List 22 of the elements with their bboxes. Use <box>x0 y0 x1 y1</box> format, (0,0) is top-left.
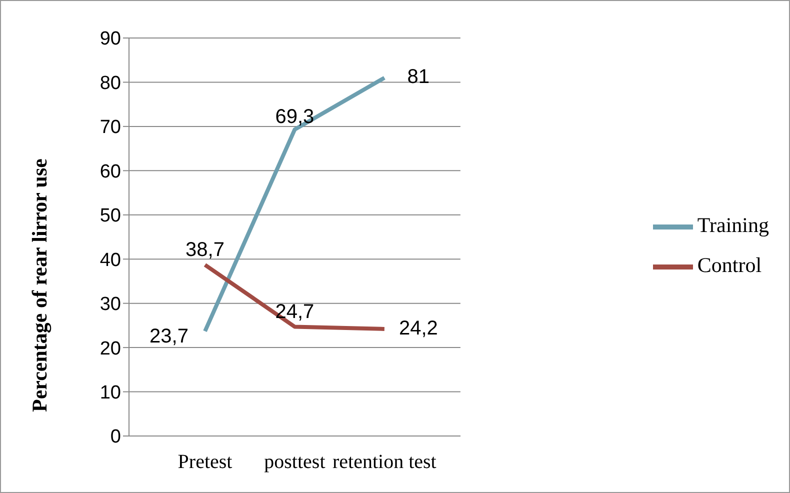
y-tick-label: 0 <box>110 426 121 448</box>
x-tick-label: retention test <box>332 451 437 474</box>
y-tick-label: 80 <box>100 72 121 94</box>
y-tick-label: 20 <box>100 338 121 360</box>
x-tick-label: posttest <box>264 451 326 474</box>
y-axis-title: Percentage of rear lirror use <box>27 158 52 412</box>
data-label: 38,7 <box>186 239 224 262</box>
y-tick-label: 40 <box>100 250 121 271</box>
y-tick-label: 50 <box>100 206 121 227</box>
data-label: 23,7 <box>150 325 188 348</box>
legend-label: Training <box>697 212 769 236</box>
y-tick-label: 60 <box>100 161 121 182</box>
data-label: 24,2 <box>398 317 438 340</box>
x-tick-label: Pretest <box>178 451 233 474</box>
y-tick-label: 30 <box>100 294 121 316</box>
y-tick-label: 90 <box>100 28 121 50</box>
legend-label: Control <box>697 252 762 276</box>
data-label: 69,3 <box>275 106 314 128</box>
data-label: 81 <box>407 66 430 88</box>
y-tick-label: 10 <box>100 382 121 404</box>
data-label: 24,7 <box>275 301 314 324</box>
y-tick-label: 70 <box>100 117 121 138</box>
